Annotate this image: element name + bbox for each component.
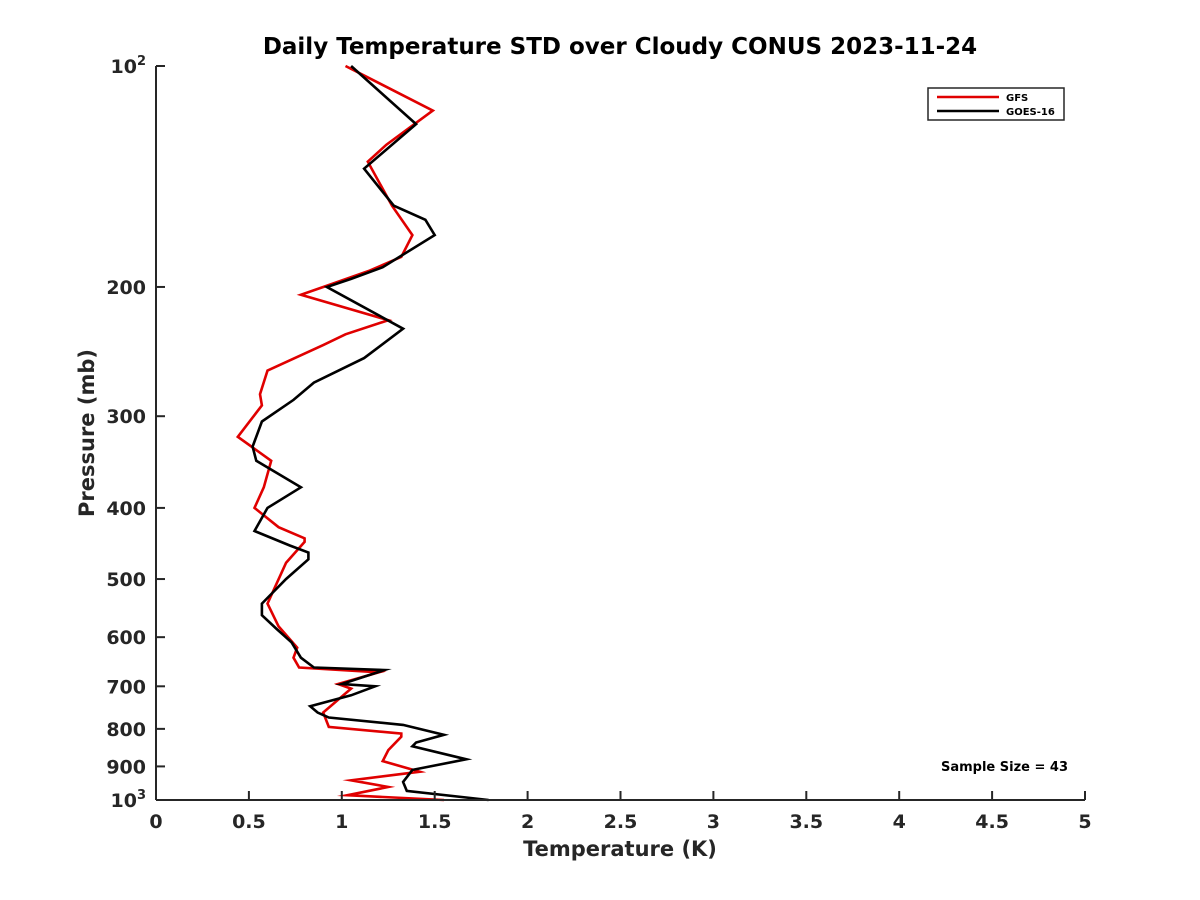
y-tick-label: 600 xyxy=(106,627,146,649)
y-tick-label: 300 xyxy=(106,406,146,428)
x-tick-label: 4.5 xyxy=(975,811,1009,833)
x-tick-label: 0 xyxy=(149,811,162,833)
y-tick-label: 200 xyxy=(106,277,146,299)
sample-size-annotation: Sample Size = 43 xyxy=(941,760,1068,775)
x-tick-label: 1.5 xyxy=(418,811,452,833)
y-tick-label: 103 xyxy=(111,788,147,812)
y-tick-label: 102 xyxy=(111,54,147,78)
y-tick-label: 500 xyxy=(106,569,146,591)
y-axis-label: Pressure (mb) xyxy=(75,349,99,517)
y-ticks: 102 200 300 400 500 600 700 800 900 103 xyxy=(106,54,165,812)
series-line-gfs xyxy=(235,64,445,802)
chart-title: Daily Temperature STD over Cloudy CONUS … xyxy=(263,34,977,60)
y-tick-label: 800 xyxy=(106,719,146,741)
x-tick-label: 3.5 xyxy=(789,811,823,833)
x-tick-label: 3 xyxy=(707,811,720,833)
y-tick-label: 700 xyxy=(106,676,146,698)
legend-label-goes16: GOES-16 xyxy=(1006,107,1055,118)
x-tick-label: 4 xyxy=(893,811,906,833)
x-tick-label: 1 xyxy=(335,811,348,833)
legend: GFS GOES-16 xyxy=(927,87,1065,121)
y-tick-label: 400 xyxy=(106,498,146,520)
y-tick-label: 900 xyxy=(106,756,146,778)
legend-label-gfs: GFS xyxy=(1006,93,1028,104)
legend-box xyxy=(927,87,1065,121)
x-tick-label: 2 xyxy=(521,811,534,833)
x-tick-label: 5 xyxy=(1078,811,1091,833)
series-line-goes16 xyxy=(251,65,489,802)
x-tick-label: 2.5 xyxy=(604,811,638,833)
series-layer xyxy=(235,64,489,802)
x-ticks: 0 0.5 1 1.5 2 2.5 3 3.5 4 4.5 5 xyxy=(149,791,1092,833)
x-axis-label: Temperature (K) xyxy=(523,837,717,861)
x-tick-label: 0.5 xyxy=(232,811,266,833)
